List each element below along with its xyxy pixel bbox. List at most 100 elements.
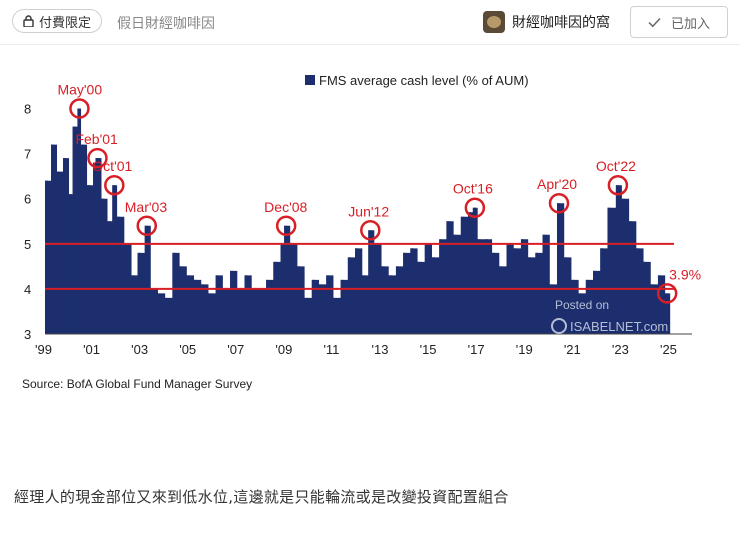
cash-level-bar: [93, 162, 97, 334]
y-tick-label: 6: [24, 192, 31, 207]
cash-level-bar: [319, 284, 323, 334]
watermark: Posted on ISABELNET.com: [551, 298, 668, 334]
x-tick-label: '05: [179, 342, 196, 357]
cash-level-bar: [403, 252, 407, 334]
author-link[interactable]: 財經咖啡因的窩: [483, 11, 610, 33]
peak-marker: [136, 215, 158, 237]
peak-label: Feb'01: [75, 131, 118, 147]
peak-marker: [87, 147, 108, 169]
cash-level-bar: [657, 275, 661, 334]
cash-level-bar: [95, 158, 99, 334]
cash-level-bar: [368, 230, 372, 334]
follow-button[interactable]: 已加入: [630, 6, 728, 38]
cash-level-bar: [150, 288, 154, 334]
cash-level-bar: [629, 221, 633, 334]
cash-level-bar: [87, 185, 91, 334]
cash-level-bar: [172, 252, 176, 334]
cash-level-bar: [615, 185, 619, 334]
x-tick-label: '99: [35, 342, 52, 357]
peak-marker: [275, 215, 297, 237]
peak-label: Apr'20: [537, 176, 577, 192]
cash-level-bar: [571, 279, 575, 334]
cash-level-bar: [650, 284, 654, 334]
cash-level-bar: [453, 234, 457, 334]
publication-name[interactable]: 假日財經咖啡因: [117, 16, 215, 32]
cash-level-bar: [477, 239, 481, 334]
cash-level-bar: [266, 279, 270, 334]
cash-level-bar: [81, 144, 85, 334]
check-icon: [648, 17, 661, 27]
peak-label: Oct'01: [92, 158, 132, 174]
cash-level-bar: [107, 221, 111, 334]
cash-level-bar: [117, 216, 121, 334]
cash-level-bar: [131, 275, 135, 334]
cash-level-bar: [381, 266, 385, 334]
lock-icon: [23, 15, 34, 27]
cash-level-bar: [578, 293, 582, 334]
cash-level-bar: [284, 225, 288, 334]
cash-level-bar: [410, 248, 414, 334]
chart-source: Source: BofA Global Fund Manager Survey: [22, 377, 252, 391]
x-tick-label: '09: [275, 342, 292, 357]
x-tick-label: '01: [83, 342, 100, 357]
cash-level-bar: [230, 270, 234, 334]
y-tick-label: 5: [24, 237, 31, 252]
cash-level-bar: [520, 239, 524, 334]
cash-level-bar: [101, 198, 105, 334]
cash-level-bar: [208, 293, 212, 334]
badge-label: 付費限定: [39, 15, 92, 31]
watermark-logo: [551, 318, 567, 334]
cash-level-bar: [593, 270, 597, 334]
cash-level-bar: [63, 158, 67, 334]
avatar[interactable]: [483, 11, 505, 33]
cash-level-bar: [251, 288, 255, 334]
cash-level-bar: [513, 248, 517, 334]
cash-level-bar: [186, 275, 190, 334]
y-tick-label: 7: [24, 147, 31, 162]
cash-level-bar: [484, 239, 488, 334]
chart-svg: 3 4 5 6 7 8 '99 '01 '03 '05 '07 '09 '11 '13 '15 '17 '19 '…: [22, 73, 701, 391]
cash-level-bar: [417, 261, 421, 334]
cash-level-bar: [665, 293, 669, 334]
cash-level-bar: [388, 275, 392, 334]
cash-level-bar: [528, 257, 532, 334]
fms-cash-chart: 3 4 5 6 7 8 '99 '01 '03 '05 '07 '09 '11 '13 '15 '17 '19 '…: [12, 46, 728, 438]
cash-level-bar: [112, 185, 116, 334]
peak-marker: [464, 197, 486, 218]
peak-label: Dec'08: [264, 199, 307, 215]
y-tick-label: 4: [24, 282, 31, 297]
peak-marker: [548, 192, 570, 214]
cash-level-bar: [157, 293, 161, 334]
peak-label: 3.9%: [669, 266, 701, 282]
x-tick-label: '19: [516, 342, 533, 357]
peak-label: Oct'22: [596, 158, 636, 174]
cash-level-bar: [311, 279, 315, 334]
cash-level-bar: [636, 248, 640, 334]
follow-label: 已加入: [670, 16, 710, 32]
peak-marker: [607, 174, 629, 196]
cash-level-bar: [215, 275, 219, 334]
cash-level-bar: [355, 248, 359, 334]
cash-level-bar: [535, 252, 539, 334]
cash-level-bar: [45, 180, 48, 334]
cash-level-bar: [244, 275, 248, 334]
x-tick-label: '11: [323, 342, 339, 357]
cash-level-bar: [201, 284, 205, 334]
paid-only-badge: 付費限定: [12, 9, 103, 33]
peak-marker: [360, 220, 381, 241]
cash-level-bar: [446, 221, 450, 334]
peak-label: Jun'12: [348, 203, 389, 219]
watermark-bottom: ISABELNET.com: [570, 319, 668, 334]
cash-level-bar: [194, 279, 198, 334]
cash-level-bar: [179, 266, 183, 334]
image-caption: 經理人的現金部位又來到低水位,這邊就是只能輪流或是改變投資配置組合: [14, 488, 509, 506]
cash-level-bar: [137, 252, 141, 334]
cash-level-bar: [340, 279, 344, 334]
x-tick-label: '03: [131, 342, 148, 357]
cash-level-bar: [144, 225, 148, 334]
cash-level-bar: [297, 266, 301, 334]
cash-level-bar: [557, 203, 561, 334]
x-tick-label: '25: [660, 342, 677, 357]
cash-level-bar: [333, 297, 337, 334]
author-name[interactable]: 財經咖啡因的窩: [512, 15, 610, 31]
